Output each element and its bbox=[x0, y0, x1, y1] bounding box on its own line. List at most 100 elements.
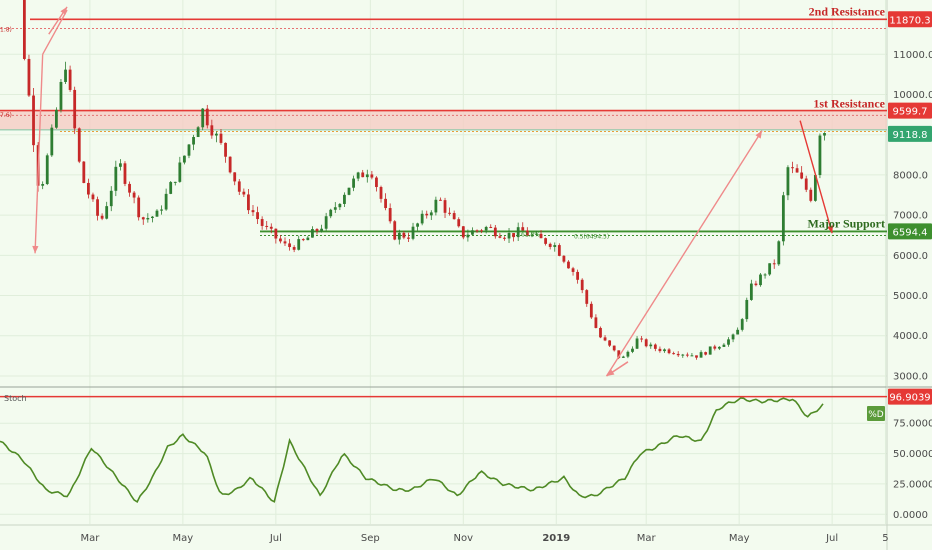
candle-body bbox=[685, 354, 689, 356]
candle-body bbox=[690, 355, 694, 357]
candle-body bbox=[397, 232, 401, 240]
candle-body bbox=[187, 144, 191, 156]
candle-body bbox=[242, 191, 246, 195]
candle-body bbox=[100, 215, 104, 219]
candle-body bbox=[315, 229, 319, 232]
candle-body bbox=[580, 279, 584, 291]
projection-arrow-head bbox=[32, 245, 39, 254]
candle-body bbox=[407, 237, 410, 239]
candle-body bbox=[740, 319, 744, 330]
candle-body bbox=[795, 168, 799, 173]
candle-body bbox=[256, 212, 259, 220]
projection-arrow-head bbox=[755, 130, 763, 139]
target-arrow-head bbox=[827, 225, 834, 234]
candle-body bbox=[82, 161, 86, 183]
candle-body bbox=[297, 239, 301, 250]
candle-body bbox=[475, 230, 479, 232]
candle-body bbox=[105, 206, 109, 219]
candle-body bbox=[265, 225, 269, 227]
candle-body bbox=[567, 261, 570, 269]
candle-body bbox=[823, 133, 826, 136]
stoch-reference-value: 96.9039 bbox=[889, 393, 930, 404]
candle-body bbox=[507, 233, 511, 239]
candle-body bbox=[178, 162, 182, 182]
candle-body bbox=[736, 329, 740, 335]
projection-arrow bbox=[34, 54, 44, 254]
candle-body bbox=[45, 155, 49, 185]
candle-body bbox=[247, 194, 250, 211]
resistance-zone-fill bbox=[0, 110, 887, 130]
candle-body bbox=[274, 228, 278, 239]
candle-body bbox=[146, 218, 150, 220]
candle-body bbox=[164, 193, 168, 210]
candle-body bbox=[745, 299, 749, 320]
candle-body bbox=[557, 245, 561, 256]
candle-body bbox=[804, 178, 808, 190]
y-tick-label: 10000.0 bbox=[893, 90, 932, 101]
candle-body bbox=[429, 212, 433, 216]
candle-body bbox=[562, 255, 566, 262]
candle-body bbox=[525, 230, 529, 236]
stoch-y-tick-label: 75.0000 bbox=[893, 419, 932, 430]
candle-body bbox=[516, 227, 520, 238]
candle-body bbox=[443, 200, 447, 213]
candle-body bbox=[365, 174, 369, 178]
candle-body bbox=[77, 128, 81, 162]
stochastic-line: Stoch bbox=[0, 394, 887, 504]
candle-body bbox=[576, 271, 580, 280]
x-tick-label: Mar bbox=[637, 533, 657, 544]
candle-body bbox=[644, 339, 648, 347]
candle-body bbox=[283, 241, 287, 244]
candle-body bbox=[448, 212, 451, 214]
candle-body bbox=[791, 167, 794, 169]
candle-body bbox=[347, 187, 351, 195]
candle-body bbox=[237, 181, 241, 192]
projection-arrow-head bbox=[60, 6, 68, 15]
candle-body bbox=[585, 290, 589, 304]
candle-body bbox=[68, 69, 72, 90]
candle-body bbox=[201, 108, 205, 128]
candle-body bbox=[22, 0, 26, 59]
candle-body bbox=[439, 199, 442, 201]
second-resistance-label: 2nd Resistance bbox=[809, 4, 886, 18]
candle-body bbox=[461, 226, 465, 238]
candle-body bbox=[466, 234, 470, 238]
candle-body bbox=[653, 344, 657, 349]
candle-body bbox=[731, 334, 735, 340]
x-tick-label: Nov bbox=[454, 533, 474, 544]
candle-body bbox=[777, 241, 781, 265]
resistance-zone bbox=[0, 110, 887, 130]
candle-body bbox=[809, 189, 813, 201]
fib-label: 0.5(6494.5) bbox=[574, 233, 609, 240]
candle-body bbox=[434, 199, 438, 213]
candle-body bbox=[379, 187, 383, 199]
candle-body bbox=[324, 216, 328, 229]
major-support-value: 6594.4 bbox=[893, 227, 928, 238]
candle-body bbox=[192, 137, 195, 145]
x-tick-label: Sep bbox=[361, 533, 380, 544]
candle-body bbox=[480, 230, 484, 232]
candle-body bbox=[553, 245, 557, 247]
stoch-d-line bbox=[0, 397, 824, 504]
candle-body bbox=[361, 172, 365, 178]
first-resistance-value-bg bbox=[888, 102, 932, 119]
stoch-title: Stoch bbox=[4, 394, 27, 403]
first-resistance-value: 9599.7 bbox=[893, 107, 928, 118]
candle-body bbox=[512, 233, 516, 238]
fib-label: 7.6) bbox=[0, 112, 12, 119]
candles bbox=[22, 0, 826, 360]
candle-body bbox=[402, 232, 406, 238]
candle-body bbox=[704, 352, 708, 355]
candle-body bbox=[713, 346, 717, 349]
candle-body bbox=[288, 243, 291, 248]
candle-body bbox=[457, 219, 461, 227]
candle-body bbox=[631, 348, 634, 352]
candle-body bbox=[119, 163, 122, 167]
axes: 3000.04000.05000.06000.07000.08000.09000… bbox=[80, 50, 932, 544]
stoch-series-tag-bg bbox=[867, 406, 885, 421]
candle-body bbox=[306, 237, 310, 241]
x-tick-label: May bbox=[173, 533, 194, 544]
y-tick-label: 6000.0 bbox=[893, 251, 928, 262]
candle-body bbox=[59, 81, 63, 110]
